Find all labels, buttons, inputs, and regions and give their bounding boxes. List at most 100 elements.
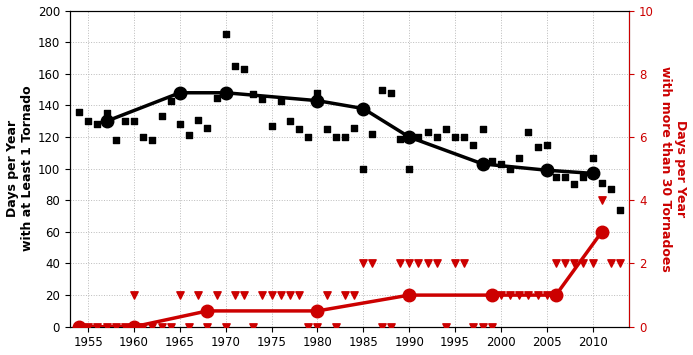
Point <box>550 261 561 266</box>
Point <box>138 324 149 329</box>
Point <box>468 142 479 148</box>
Point <box>91 324 103 329</box>
Point <box>385 324 396 329</box>
Point <box>110 137 121 143</box>
Point <box>156 114 167 119</box>
Point <box>321 126 332 132</box>
Point <box>550 174 561 179</box>
Point <box>376 324 387 329</box>
Point <box>367 131 378 137</box>
Point <box>247 324 258 329</box>
Point <box>413 134 424 140</box>
Point <box>349 125 360 130</box>
Point <box>165 324 176 329</box>
Point <box>486 158 498 164</box>
Point <box>193 292 204 298</box>
Point <box>606 261 617 266</box>
Point <box>73 109 85 115</box>
Point <box>477 324 488 329</box>
Point <box>321 292 332 298</box>
Point <box>615 207 626 213</box>
Point <box>211 95 222 100</box>
Point <box>284 118 295 124</box>
Point <box>569 261 580 266</box>
Point <box>431 261 442 266</box>
Point <box>238 66 249 72</box>
Point <box>229 63 240 69</box>
Point <box>147 137 158 143</box>
Point <box>477 126 488 132</box>
Point <box>156 324 167 329</box>
Point <box>331 324 342 329</box>
Point <box>587 155 598 160</box>
Point <box>349 292 360 298</box>
Point <box>312 90 323 95</box>
Point <box>175 292 186 298</box>
Point <box>147 324 158 329</box>
Point <box>284 292 295 298</box>
Point <box>422 261 433 266</box>
Point <box>413 261 424 266</box>
Point <box>532 292 543 298</box>
Point <box>202 125 213 130</box>
Point <box>73 324 85 329</box>
Point <box>541 142 552 148</box>
Point <box>514 292 525 298</box>
Point <box>459 261 470 266</box>
Point <box>303 324 314 329</box>
Point <box>440 324 451 329</box>
Point <box>559 174 570 179</box>
Point <box>523 130 534 135</box>
Point <box>569 182 580 187</box>
Point <box>211 292 222 298</box>
Point <box>82 324 94 329</box>
Point <box>119 324 130 329</box>
Point <box>257 292 268 298</box>
Point <box>110 324 121 329</box>
Point <box>91 121 103 127</box>
Point <box>394 136 405 141</box>
Point <box>514 155 525 160</box>
Point <box>294 126 305 132</box>
Point <box>541 292 552 298</box>
Point <box>532 144 543 149</box>
Point <box>175 121 186 127</box>
Point <box>523 292 534 298</box>
Point <box>403 166 414 171</box>
Point <box>193 117 204 122</box>
Y-axis label: Days per Year
with at Least 1 Tornado: Days per Year with at Least 1 Tornado <box>6 86 33 251</box>
Point <box>596 180 607 186</box>
Point <box>376 87 387 92</box>
Point <box>358 166 369 171</box>
Point <box>303 134 314 140</box>
Point <box>450 261 461 266</box>
Point <box>184 133 195 138</box>
Point <box>184 324 195 329</box>
Point <box>505 292 516 298</box>
Point <box>459 134 470 140</box>
Point <box>403 261 414 266</box>
Point <box>431 134 442 140</box>
Point <box>82 118 94 124</box>
Point <box>101 324 112 329</box>
Point <box>202 324 213 329</box>
Point <box>331 134 342 140</box>
Point <box>486 324 498 329</box>
Point <box>468 324 479 329</box>
Point <box>358 261 369 266</box>
Point <box>257 96 268 102</box>
Point <box>220 324 231 329</box>
Point <box>450 134 461 140</box>
Y-axis label: Days per Year
with more than 30 Tornadoes: Days per Year with more than 30 Tornadoe… <box>660 66 687 272</box>
Point <box>587 261 598 266</box>
Point <box>220 32 231 37</box>
Point <box>495 292 507 298</box>
Point <box>394 261 405 266</box>
Point <box>128 118 139 124</box>
Point <box>247 92 258 97</box>
Point <box>505 166 516 171</box>
Point <box>266 123 277 129</box>
Point <box>559 261 570 266</box>
Point <box>578 174 589 179</box>
Point <box>367 261 378 266</box>
